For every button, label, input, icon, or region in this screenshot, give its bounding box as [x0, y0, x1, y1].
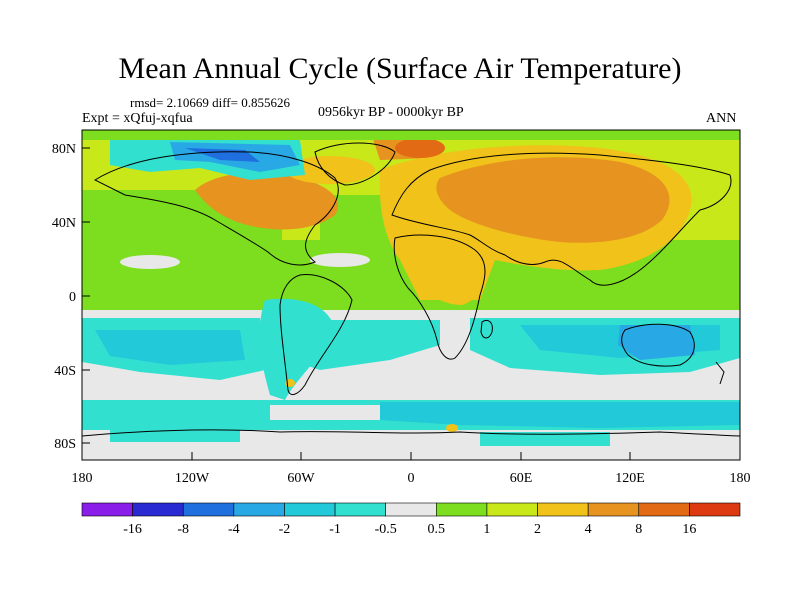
colorbar-label: 8 [635, 522, 642, 537]
field-pacific-teal [95, 330, 245, 365]
lon-label-0: 0 [408, 471, 415, 486]
coast-north-america [93, 151, 339, 266]
field-neutral-patch-2 [310, 253, 370, 267]
rmsd-diff-stat: rmsd= 2.10669 diff= 0.855626 [130, 95, 290, 110]
experiment-label: Expt = xQfuj-xqfua [82, 111, 193, 126]
colorbar-swatch [638, 502, 690, 517]
colorbar-boxes [81, 502, 741, 517]
lon-label-60w: 60W [287, 471, 315, 486]
lat-label-40n: 40N [52, 216, 76, 231]
colorbar-label: 1 [483, 522, 490, 537]
coast-australia [621, 323, 695, 367]
field-eurasia-orange [436, 157, 670, 243]
colorbar-swatch [436, 502, 488, 517]
lat-label-40s: 40S [54, 364, 76, 379]
field-africa-gold [400, 236, 491, 305]
colorbar-swatch [182, 502, 235, 517]
colorbar: -16 -8 -4 -2 -1 -0.5 0.5 1 2 4 8 16 [81, 502, 741, 537]
field-arctic-top [82, 130, 740, 140]
field-southern-neutral [270, 405, 380, 420]
coastlines [82, 142, 740, 437]
colorbar-label: -4 [228, 522, 240, 537]
colorbar-label: 2 [534, 522, 541, 537]
colorbar-swatch [587, 502, 640, 517]
colorbar-swatch [385, 502, 437, 517]
lon-label-120e: 120E [615, 471, 645, 486]
field-neutral-patch [120, 255, 180, 269]
colorbar-swatch [689, 502, 741, 517]
colorbar-label: -2 [279, 522, 291, 537]
colorbar-labels: -16 -8 -4 -2 -1 -0.5 0.5 1 2 4 8 16 [123, 522, 696, 537]
period-label: 0956kyr BP - 0000kyr BP [318, 105, 464, 120]
colorbar-swatch [284, 502, 336, 517]
lon-label-180w: 180 [72, 471, 93, 486]
coast-madagascar [480, 319, 493, 339]
field-australia-blue [618, 325, 695, 360]
chart-title: Mean Annual Cycle (Surface Air Temperatu… [118, 52, 682, 85]
season-label: ANN [706, 111, 737, 126]
lat-label-80s: 80S [54, 437, 76, 452]
coast-antarctica [82, 429, 740, 437]
colorbar-swatch [334, 502, 386, 517]
field-southern-teal [380, 402, 740, 428]
lon-label-60e: 60E [510, 471, 533, 486]
field-weddell-gold [446, 424, 458, 432]
field-samerica-cyan [259, 298, 335, 400]
lon-label-180e: 180 [730, 471, 751, 486]
lon-axis: 180 120W 60W 0 60E 120E 180 [72, 452, 751, 486]
colorbar-swatch [132, 502, 184, 517]
map-field [82, 130, 740, 460]
field-namerica-warm [195, 172, 339, 230]
colorbar-label: -1 [329, 522, 341, 537]
colorbar-label: 16 [682, 522, 696, 537]
coast-africa [393, 234, 486, 360]
coast-eurasia [391, 152, 732, 286]
colorbar-label: 0.5 [428, 522, 446, 537]
colorbar-swatch [233, 502, 285, 517]
field-arctic-orange [395, 138, 445, 158]
lat-axis: 80N 40N 0 40S 80S [52, 142, 90, 452]
colorbar-label: -16 [123, 522, 142, 537]
colorbar-label: -8 [177, 522, 189, 537]
coast-south-america [279, 274, 353, 396]
colorbar-label: -0.5 [375, 522, 397, 537]
lon-label-120w: 120W [175, 471, 210, 486]
coast-new-zealand [715, 361, 725, 385]
lat-label-0: 0 [69, 290, 76, 305]
coast-greenland [314, 142, 396, 186]
field-antarctic-cyan-2 [480, 432, 610, 446]
colorbar-label: 4 [585, 522, 592, 537]
colorbar-swatch [486, 502, 538, 517]
colorbar-swatch [81, 502, 133, 517]
colorbar-swatch [537, 502, 589, 517]
lat-label-80n: 80N [52, 142, 76, 157]
